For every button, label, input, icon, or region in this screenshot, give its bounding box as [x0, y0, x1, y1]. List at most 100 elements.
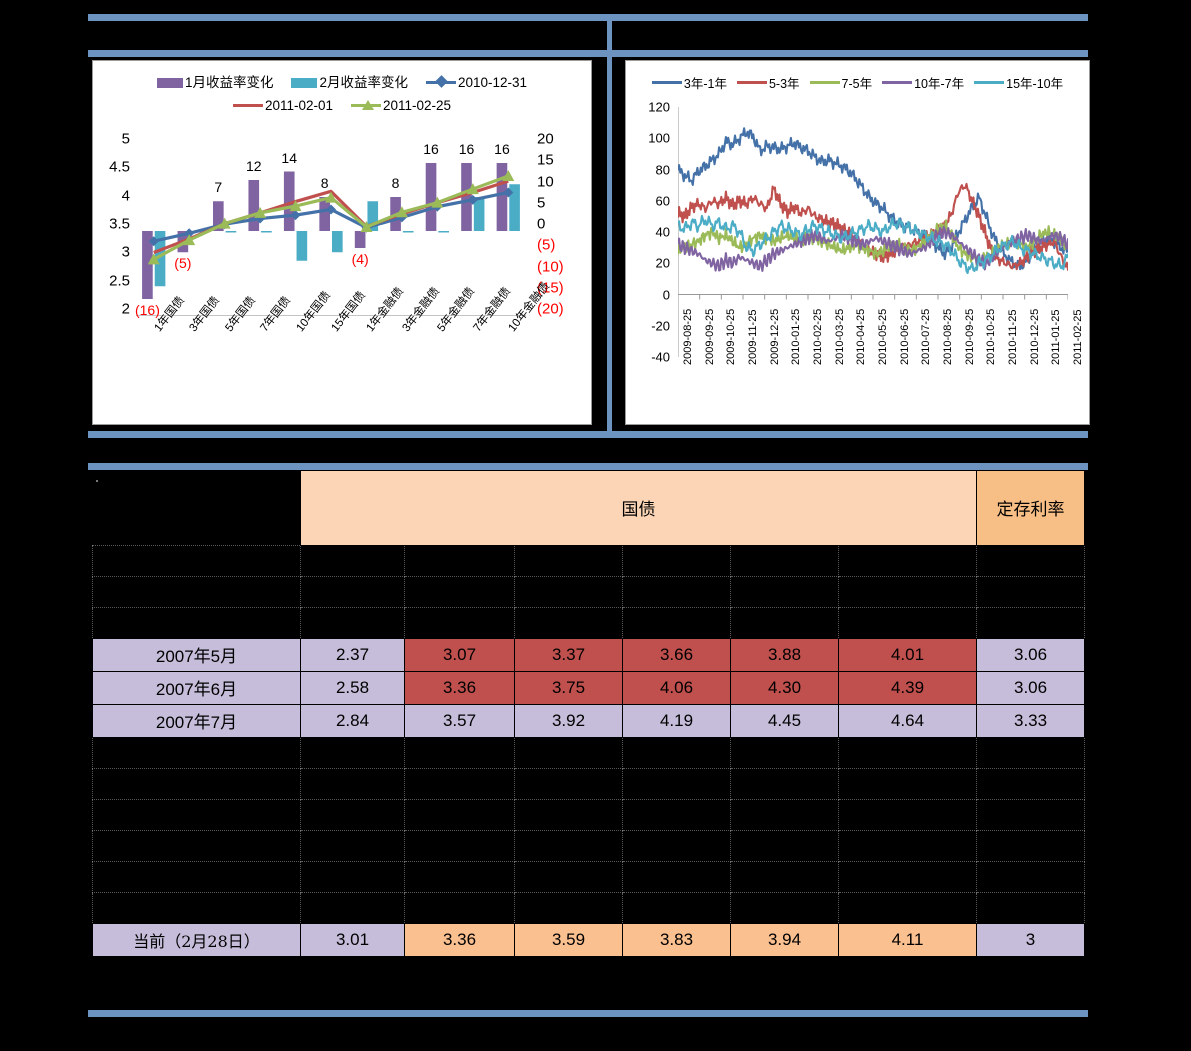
y-tick: 0 — [662, 287, 670, 302]
x-tick-label: 2009-08-25 — [682, 308, 694, 365]
legend-line-icon — [809, 81, 840, 84]
legend-item-7-5年: 7-5年 — [809, 73, 872, 92]
empty-cell — [300, 767, 405, 800]
empty-cell — [92, 829, 301, 862]
empty-cell — [514, 860, 623, 893]
data-cell: 3.37 — [514, 637, 623, 672]
data-cell: 2.58 — [300, 670, 405, 705]
empty-cell — [404, 575, 515, 608]
empty-cell — [404, 798, 515, 831]
legend-line-icon — [882, 81, 913, 84]
table-row — [92, 606, 1086, 639]
row-label: 当前（2月28日） — [92, 922, 301, 957]
x-tick-label: 2010-11-25 — [1007, 309, 1019, 365]
data-cell: 2.84 — [300, 703, 405, 738]
rates-table-grid: 国债 定存利率 2007年5月 2.37 3.07 3.37 3.66 3.88 4.01 3.0… — [92, 470, 1086, 957]
empty-cell — [300, 891, 405, 924]
empty-cell — [514, 798, 623, 831]
y-tick: 80 — [655, 162, 670, 177]
empty-cell — [837, 798, 978, 831]
legend-item-3年-1年: 3年-1年 — [651, 73, 727, 92]
table-row — [92, 575, 1086, 608]
x-tick-label: 2010-05-25 — [877, 308, 889, 365]
empty-cell — [92, 767, 301, 800]
empty-cell — [300, 860, 405, 893]
empty-cell — [730, 891, 839, 924]
empty-cell — [92, 736, 301, 769]
legend-line-icon — [974, 81, 1005, 84]
row-label: 2007年7月 — [92, 703, 301, 738]
data-cell: 4.06 — [622, 670, 731, 705]
right-chart-y-axis: -40 -20 0 20 40 60 80 100 120 — [626, 100, 674, 365]
table-row — [92, 544, 1086, 577]
data-cell: 3.36 — [404, 670, 515, 705]
data-cell: 4.11 — [837, 922, 978, 957]
empty-cell — [730, 767, 839, 800]
left-chart-x-axis-labels: 1年国债 3年国债 5年国债 7年国债 10年国债 15年国债 1年金融债 3年金融债 5年金融… — [136, 281, 552, 423]
right-chart-legend: 3年-1年 5-3年 7-5年 10年-7年 15年-10年 — [626, 73, 1089, 92]
empty-cell — [404, 891, 515, 924]
legend-line-icon — [651, 81, 682, 84]
y-tick: 20 — [655, 255, 670, 271]
y-tick-right: 15 — [537, 151, 554, 169]
yield-curve-change-chart: 1月收益率变化 2月收益率变化 2010-12-31 2011-02-01 2011-0… — [92, 60, 592, 425]
legend-item-1月收益率变化: 1月收益率变化 — [156, 71, 273, 93]
table-row — [92, 829, 1086, 862]
empty-cell — [514, 767, 623, 800]
corner-dot — [96, 480, 98, 482]
data-cell: 3 — [976, 922, 1086, 957]
empty-cell — [514, 575, 623, 608]
empty-cell — [300, 736, 405, 769]
empty-cell — [404, 544, 515, 577]
table-row: 当前（2月28日） 3.01 3.36 3.59 3.83 3.94 4.11 3 — [92, 922, 1086, 957]
table-row: 2007年5月 2.37 3.07 3.37 3.66 3.88 4.01 3.06 — [92, 637, 1086, 672]
y-tick: 60 — [655, 193, 670, 209]
empty-cell — [730, 736, 839, 769]
left-chart-y-axis-right: (20) (15) (10) (5) 0 5 10 15 20 — [529, 131, 579, 321]
x-tick-label: 2009-11-25 — [747, 309, 759, 365]
x-tick-label: 2010-10-25 — [985, 308, 998, 365]
mid-rule-2 — [88, 463, 1088, 470]
table-row — [92, 891, 1086, 924]
empty-cell — [730, 544, 839, 577]
empty-cell — [976, 544, 1086, 577]
empty-cell — [92, 606, 301, 639]
data-cell: 4.19 — [622, 703, 731, 738]
legend-item-5-3年: 5-3年 — [736, 73, 800, 92]
legend-item-2010-12-31: 2010-12-31 — [425, 71, 528, 93]
empty-cell — [976, 891, 1086, 924]
legend-line-icon — [425, 75, 456, 89]
empty-cell — [404, 767, 515, 800]
data-cell: 3.07 — [404, 637, 515, 672]
empty-cell — [622, 829, 731, 862]
legend-swatch-icon — [156, 77, 183, 88]
bar-value-label: (16) — [134, 302, 160, 318]
empty-cell — [730, 798, 839, 831]
legend-label: 2010-12-31 — [457, 75, 528, 91]
data-cell: 3.57 — [404, 703, 515, 738]
row-label: 2007年6月 — [92, 670, 301, 705]
y-tick-right: 10 — [537, 173, 554, 190]
empty-cell — [622, 798, 731, 831]
empty-cell — [976, 606, 1086, 639]
y-tick-left: 2.5 — [109, 272, 130, 290]
empty-cell — [92, 575, 301, 608]
empty-cell — [514, 544, 623, 577]
legend-item-15年-10年: 15年-10年 — [974, 73, 1063, 92]
table-row — [92, 798, 1086, 831]
legend-label: 2011-02-25 — [383, 97, 452, 113]
empty-cell — [514, 736, 623, 769]
data-cell: 3.92 — [514, 703, 623, 738]
x-tick-label: 2010-01-25 — [790, 308, 803, 365]
x-tick-label: 2011-01-25 — [1050, 309, 1063, 365]
empty-cell — [514, 829, 623, 862]
table-row — [92, 736, 1086, 769]
top-rule-2 — [88, 50, 1088, 57]
empty-cell — [976, 575, 1086, 608]
data-cell: 3.59 — [514, 922, 623, 957]
data-cell: 3.01 — [300, 922, 405, 957]
empty-cell — [837, 860, 978, 893]
bar-value-label: 16 — [494, 141, 510, 157]
y-tick: 100 — [648, 130, 670, 146]
mid-rule-1 — [88, 431, 1088, 438]
